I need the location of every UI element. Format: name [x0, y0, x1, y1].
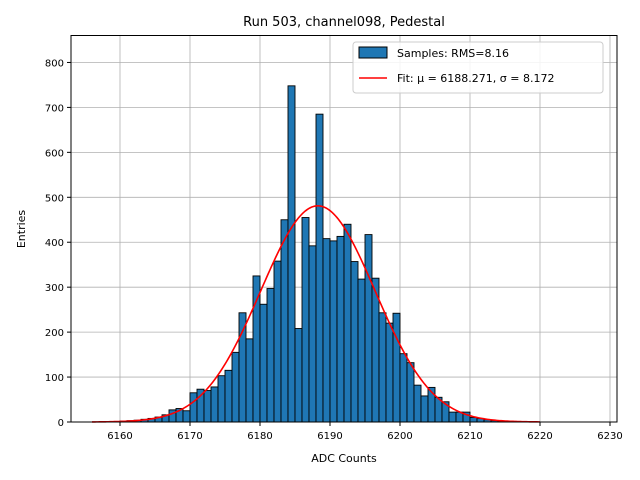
y-tick-label: 800 [45, 58, 64, 69]
histogram-bars [119, 85, 506, 423]
histogram-bar [266, 288, 275, 423]
y-tick-label: 100 [45, 373, 64, 384]
histogram-bar [259, 303, 268, 423]
histogram-bar [315, 113, 324, 423]
histogram-bar [406, 362, 415, 423]
histogram-bar [448, 411, 457, 423]
histogram-bar [182, 410, 191, 423]
histogram-bar [189, 392, 198, 423]
x-tick-label: 6230 [597, 431, 622, 442]
histogram-bar [420, 395, 429, 423]
histogram-bar [245, 338, 254, 423]
legend-label-samples: Samples: RMS=8.16 [397, 47, 509, 60]
histogram-bar [252, 275, 261, 423]
histogram-bar [336, 235, 345, 423]
x-tick-label: 6220 [527, 431, 552, 442]
histogram-bar [364, 234, 373, 423]
histogram-bar [203, 390, 212, 423]
y-axis-label: Entries [15, 210, 28, 249]
y-tick-label: 300 [45, 283, 64, 294]
histogram-bar [371, 277, 380, 423]
legend: Samples: RMS=8.16 Fit: μ = 6188.271, σ =… [352, 41, 604, 94]
y-tick-label: 500 [45, 193, 64, 204]
y-axis-ticks: 0 100 200 300 400 500 600 700 800 [45, 58, 71, 429]
histogram-bar [322, 238, 331, 423]
histogram-bar [224, 369, 233, 423]
chart-title: Run 503, channel098, Pedestal [243, 15, 445, 30]
histogram-bar [329, 240, 338, 423]
histogram-bar [231, 351, 240, 423]
y-tick-label: 700 [45, 103, 64, 114]
histogram-bar [238, 312, 247, 423]
histogram-bar [280, 219, 289, 423]
plot-frame [70, 35, 618, 423]
histogram-bar [301, 217, 310, 423]
legend-box [352, 41, 604, 94]
histogram-bar [413, 384, 422, 423]
histogram-bar [287, 85, 296, 423]
histogram-bar [210, 386, 219, 423]
histogram-bar [385, 322, 394, 423]
x-tick-label: 6210 [457, 431, 482, 442]
histogram-bar [378, 312, 387, 423]
x-tick-label: 6170 [177, 431, 202, 442]
x-tick-label: 6190 [317, 431, 342, 442]
y-tick-label: 200 [45, 328, 64, 339]
histogram-bar [357, 278, 366, 423]
histogram-bar [350, 261, 359, 423]
x-axis-label: ADC Counts [311, 452, 377, 465]
y-tick-label: 0 [58, 418, 64, 429]
histogram-bar [308, 245, 317, 423]
y-tick-label: 400 [45, 238, 64, 249]
gaussian-fit-curve [91, 205, 541, 423]
histogram-bar [392, 312, 401, 423]
x-axis-ticks: 6160 6170 6180 6190 6200 6210 6220 6230 [107, 422, 623, 442]
x-tick-label: 6160 [107, 431, 132, 442]
histogram-bar [343, 223, 352, 423]
histogram-bar [217, 375, 226, 423]
x-tick-label: 6180 [247, 431, 272, 442]
histogram-bar [273, 260, 282, 423]
legend-swatch-samples [358, 46, 388, 59]
histogram-bar [399, 353, 408, 423]
legend-label-fit: Fit: μ = 6188.271, σ = 8.172 [397, 72, 554, 85]
histogram-bar [294, 328, 303, 423]
histogram-bar [469, 417, 478, 423]
y-tick-label: 600 [45, 148, 64, 159]
x-tick-label: 6200 [387, 431, 412, 442]
